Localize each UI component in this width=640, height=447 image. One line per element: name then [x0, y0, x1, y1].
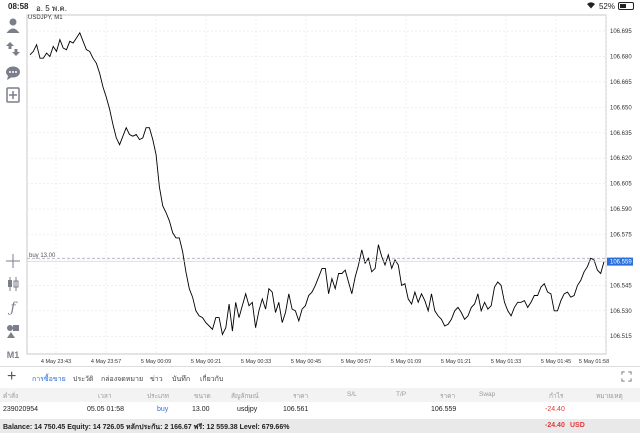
trade-icon[interactable] [4, 40, 22, 58]
tab-journal[interactable]: บันทึก [172, 376, 191, 383]
y-tick-label: 106.665 [610, 80, 632, 86]
tab-news[interactable]: ข่าว [150, 376, 163, 383]
y-tick-label: 106.620 [610, 156, 632, 162]
balance-summary: Balance: 14 750.45 Equity: 14 726.05 หลั… [3, 424, 290, 431]
new-order-icon[interactable] [4, 86, 22, 104]
clock: 08:58 [8, 2, 29, 11]
header-order: คำสั่ง [3, 393, 19, 400]
header-size: ขนาด [194, 393, 211, 400]
order-level-label: buy 13.00 [29, 253, 56, 259]
header-tp: T/P [396, 391, 407, 398]
y-tick-label: 106.530 [610, 309, 632, 315]
terminal-tabs: + การซื้อขาย ประวัติ กล่องจดหมาย ข่าว บั… [0, 366, 640, 388]
battery-icon [618, 2, 634, 10]
x-tick-label: 5 May 00:45 [291, 359, 321, 365]
total-profit: -24.40 [545, 422, 565, 429]
current-price-label: 106.559 [610, 260, 632, 266]
x-tick-label: 5 May 01:58 [579, 359, 609, 365]
left-toolbar: ƒ M1 [0, 14, 26, 366]
x-tick-label: 5 May 01:21 [441, 359, 471, 365]
y-tick-label: 106.695 [610, 29, 632, 35]
x-tick-label: 5 May 00:09 [141, 359, 171, 365]
cell-order: 239020954 [3, 406, 39, 413]
header-comment: หมายเหตุ [596, 393, 623, 400]
cell-size: 13.00 [192, 406, 210, 413]
x-tick-label: 5 May 01:45 [541, 359, 571, 365]
x-tick-label: 4 May 23:57 [91, 359, 121, 365]
y-tick-label: 106.605 [610, 182, 632, 188]
table-header: คำสั่ง เวลา ประเภท ขนาด สัญลักษณ์ ราคา S… [0, 388, 640, 402]
y-tick-label: 106.575 [610, 233, 632, 239]
tab-trade[interactable]: การซื้อขาย [32, 376, 66, 383]
wifi-icon [586, 1, 596, 11]
y-tick-label: 106.650 [610, 105, 632, 111]
y-tick-label: 106.635 [610, 131, 632, 137]
header-price: ราคา [440, 393, 456, 400]
header-time: เวลา [98, 393, 112, 400]
y-tick-label: 106.590 [610, 207, 632, 213]
header-symbol: สัญลักษณ์ [231, 393, 259, 400]
y-tick-label: 106.545 [610, 283, 632, 289]
header-profit: กำไร [549, 393, 564, 400]
y-tick-label: 106.515 [610, 334, 632, 340]
account-summary: Balance: 14 750.45 Equity: 14 726.05 หลั… [0, 419, 640, 433]
status-bar: 08:58 อ. 5 พ.ค. 52% [0, 0, 640, 14]
cell-time: 05.05 01:58 [87, 406, 124, 413]
header-swap: Swap [479, 391, 496, 398]
expand-icon[interactable] [621, 371, 632, 382]
header-type: ประเภท [147, 393, 169, 400]
chart-svg: 106.695 106.680 106.665 106.650 106.635 106.6… [26, 14, 633, 365]
cell-type: buy [157, 406, 169, 413]
y-tick-label: 106.680 [610, 55, 632, 61]
chat-icon[interactable] [4, 64, 22, 82]
table-row[interactable]: 239020954 05.05 01:58 buy 13.00 usdjpy 1… [0, 402, 640, 418]
x-tick-label: 4 May 23:43 [41, 359, 71, 365]
cell-price: 106.559 [431, 406, 457, 413]
currency-label: USD [570, 422, 585, 429]
candles-icon[interactable] [4, 275, 22, 293]
tab-history[interactable]: ประวัติ [73, 376, 94, 383]
indicators-icon[interactable]: ƒ [10, 300, 16, 316]
x-tick-label: 5 May 00:57 [341, 359, 371, 365]
plus-icon[interactable]: + [7, 368, 17, 385]
status-right: 52% [586, 1, 634, 11]
current-price-tag [607, 257, 633, 266]
header-open-price: ราคา [293, 393, 309, 400]
timeframe-m1-button[interactable]: M1 [6, 350, 20, 360]
cell-open-price: 106.561 [283, 406, 309, 413]
account-icon[interactable] [4, 16, 22, 34]
cell-symbol: usdjpy [237, 406, 258, 413]
tab-about[interactable]: เกี่ยวกับ [200, 376, 224, 383]
symbol-label: USDJPY, M1 [28, 15, 63, 21]
status-date: อ. 5 พ.ค. [36, 4, 67, 13]
battery-percent: 52% [598, 1, 615, 11]
price-line [29, 31, 605, 336]
x-tick-label: 5 May 00:33 [241, 359, 271, 365]
x-tick-label: 5 May 01:33 [491, 359, 521, 365]
x-tick-label: 5 May 01:09 [391, 359, 421, 365]
objects-icon[interactable] [4, 322, 22, 340]
cell-profit: -24.40 [545, 406, 565, 413]
price-chart[interactable]: 106.695 106.680 106.665 106.650 106.635 106.6… [26, 14, 640, 366]
tab-mailbox[interactable]: กล่องจดหมาย [101, 376, 144, 383]
crosshair-icon[interactable] [4, 252, 22, 270]
x-tick-label: 5 May 00:21 [191, 359, 221, 365]
plot-frame [26, 14, 607, 355]
header-sl: S/L [347, 391, 357, 398]
